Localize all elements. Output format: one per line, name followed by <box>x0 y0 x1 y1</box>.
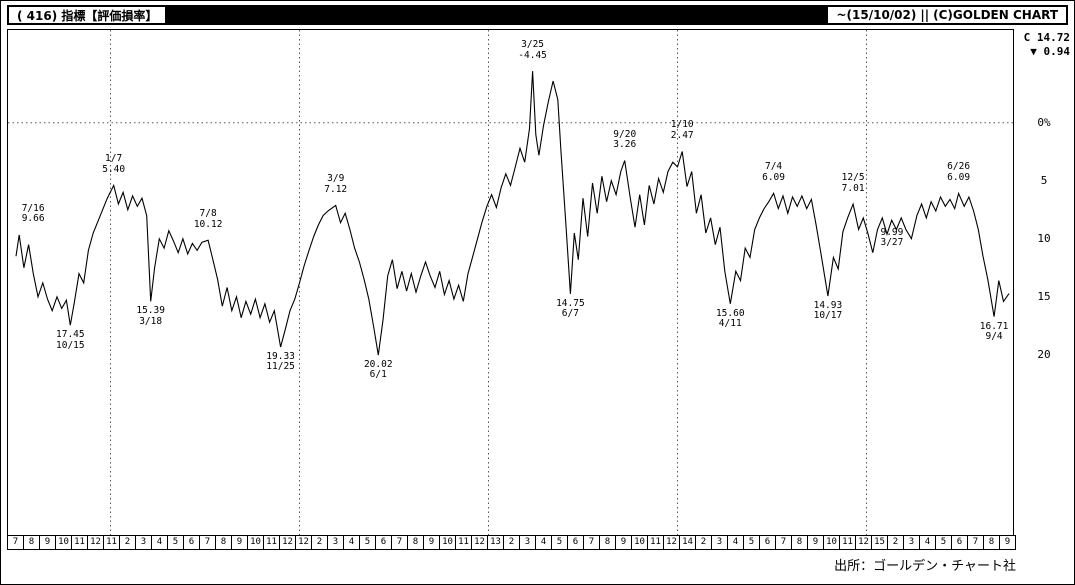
month-cell: 12 <box>279 536 295 549</box>
header-right: ~(15/10/02) || (C)GOLDEN CHART <box>827 6 1067 24</box>
change-value: 0.94 <box>1043 44 1071 58</box>
month-cell: 10 <box>823 536 839 549</box>
month-cell: 11 <box>455 536 471 549</box>
month-cell: 9 <box>615 536 631 549</box>
month-cell: 8 <box>407 536 423 549</box>
header-separator: || <box>920 8 930 22</box>
month-cell: 5 <box>359 536 375 549</box>
month-cell: 7 <box>583 536 599 549</box>
chart-title: ( 416) 指標【評価損率】 <box>8 6 167 24</box>
source-credit: 出所：ゴールデン・チャート社 <box>834 559 1016 574</box>
chart-main: 7/16 9.66 17.45 10/15 1/7 5.40 15.39 3/18 7/8 10.… <box>7 29 1074 536</box>
month-cell: 2 <box>695 536 711 549</box>
month-cell: 4 <box>151 536 167 549</box>
close-price: C 14.72 <box>1024 31 1070 45</box>
month-cell: 4 <box>343 536 359 549</box>
month-cell: 5 <box>935 536 951 549</box>
price-change: ▼ 0.94 <box>1024 45 1070 59</box>
month-cell: 8 <box>215 536 231 549</box>
month-cell: 5 <box>167 536 183 549</box>
month-cell: 11 <box>647 536 663 549</box>
month-cell: 5 <box>743 536 759 549</box>
month-cell: 12 <box>295 536 311 549</box>
month-cell: 3 <box>135 536 151 549</box>
month-cell: 3 <box>903 536 919 549</box>
month-cell: 15 <box>871 536 887 549</box>
month-cell: 7 <box>967 536 983 549</box>
quote-box: C 14.72 ▼ 0.94 <box>1024 31 1070 59</box>
footer: 出所：ゴールデン・チャート社 <box>1 550 1074 574</box>
close-value: 14.72 <box>1036 31 1070 44</box>
y-axis-tick-label: 10 <box>1037 231 1051 245</box>
y-axis-tick-label: 0% <box>1037 115 1051 129</box>
month-cell: 7 <box>199 536 215 549</box>
month-cell: 8 <box>983 536 999 549</box>
down-arrow-icon: ▼ <box>1030 44 1037 58</box>
month-cell: 6 <box>567 536 583 549</box>
line-chart-svg <box>8 30 1014 535</box>
month-cell: 2 <box>311 536 327 549</box>
month-cell: 11 <box>839 536 855 549</box>
month-cell: 8 <box>23 536 39 549</box>
month-cell: 10 <box>631 536 647 549</box>
month-cell: 8 <box>791 536 807 549</box>
close-label: C <box>1023 31 1031 44</box>
month-cell: 9 <box>423 536 439 549</box>
month-cell: 10 <box>439 536 455 549</box>
month-cell: 9 <box>999 536 1015 549</box>
month-cell: 9 <box>807 536 823 549</box>
date-range: ~(15/10/02) <box>836 8 917 22</box>
header-filler <box>167 5 827 25</box>
month-cell: 3 <box>711 536 727 549</box>
month-cell: 8 <box>599 536 615 549</box>
month-cell: 4 <box>919 536 935 549</box>
copyright: (C)GOLDEN CHART <box>933 8 1058 22</box>
month-cell: 9 <box>39 536 55 549</box>
month-cell: 11 <box>71 536 87 549</box>
month-cell: 9 <box>231 536 247 549</box>
month-cell: 10 <box>247 536 263 549</box>
valuation-loss-line <box>15 71 1010 356</box>
month-cell: 7 <box>12 537 19 547</box>
month-cell: 3 <box>327 536 343 549</box>
month-cell: 4 <box>535 536 551 549</box>
month-cell: 4 <box>727 536 743 549</box>
month-cell: 7 <box>775 536 791 549</box>
month-cell: 14 <box>679 536 695 549</box>
month-cell: 12 <box>663 536 679 549</box>
month-cell: 2 <box>119 536 135 549</box>
month-cell: 11 <box>263 536 279 549</box>
plot-area: 7/16 9.66 17.45 10/15 1/7 5.40 15.39 3/18 7/8 10.… <box>7 29 1015 536</box>
y-axis-tick-label: 15 <box>1037 289 1051 303</box>
month-cell: 7 <box>391 536 407 549</box>
month-cell: 6 <box>951 536 967 549</box>
month-cell: 12 <box>87 536 103 549</box>
month-cell: 13 <box>487 536 503 549</box>
month-cell: 12 <box>855 536 871 549</box>
y-axis-tick-label: 5 <box>1040 173 1048 187</box>
month-cell: 5 <box>551 536 567 549</box>
month-cell: 10 <box>55 536 71 549</box>
month-cell: 6 <box>183 536 199 549</box>
month-cell: 3 <box>519 536 535 549</box>
month-cell: 6 <box>375 536 391 549</box>
month-cell: 2 <box>503 536 519 549</box>
month-cell: 6 <box>759 536 775 549</box>
month-cell: 2 <box>887 536 903 549</box>
y-axis-tick-label: 20 <box>1037 347 1051 361</box>
header-bar: ( 416) 指標【評価損率】 ~(15/10/02) || (C)GOLDEN… <box>7 5 1068 25</box>
x-axis-month-row: 7 8 9 10 11 12 11 2 3 4 5 6 7 8 9 10 11 12 12 2 3 4 5 6 7 8 9 10 11 1… <box>7 535 1016 550</box>
y-axis-gutter: C 14.72 ▼ 0.94 0% 5 10 15 20 <box>1014 29 1074 536</box>
month-cell: 12 <box>471 536 487 549</box>
month-cell: 11 <box>103 536 119 549</box>
